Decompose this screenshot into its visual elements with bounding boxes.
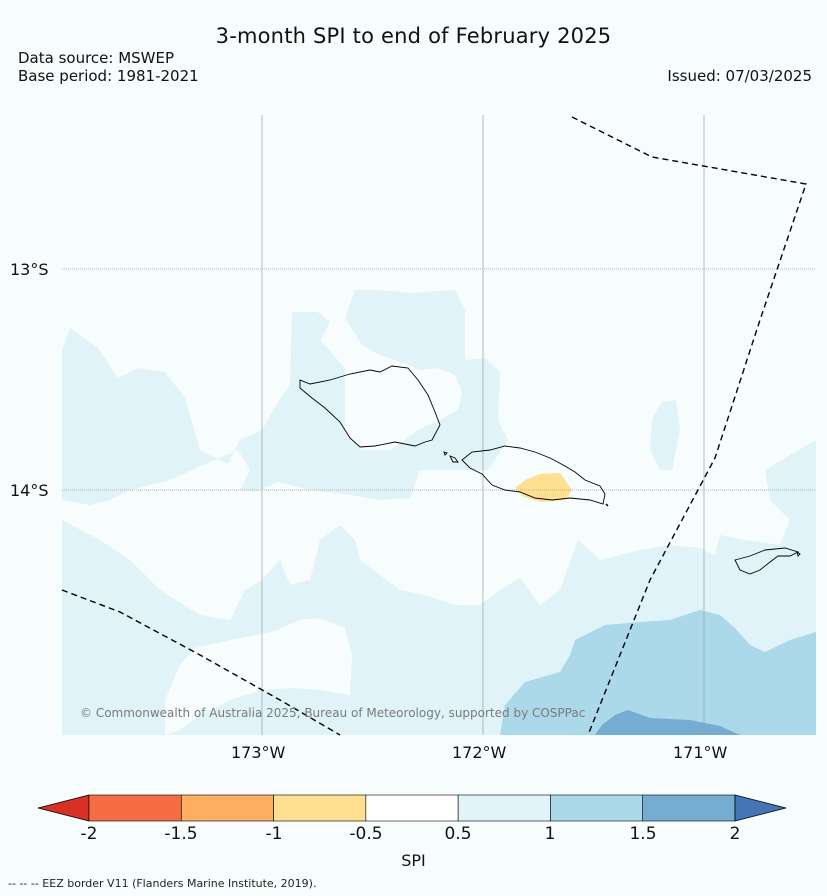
graticule (62, 115, 816, 735)
map-metadata: Data source: MSWEP Base period: 1981-202… (18, 49, 199, 85)
colorbar-tick-label: -0.5 (349, 824, 383, 844)
colorbar-tick-label: -1.5 (164, 824, 198, 844)
colorbar-bin (550, 794, 644, 822)
spi-region-pale-yellow (515, 473, 572, 502)
colorbar-tick-label: -1 (265, 824, 283, 844)
colorbar-underflow-triangle (37, 794, 90, 822)
island-apolima (443, 451, 448, 456)
data-source-text: Data source: MSWEP (18, 49, 175, 67)
eez-border (61, 116, 807, 736)
island-savaii (299, 365, 441, 448)
colorbar-bin (273, 794, 367, 822)
colorbar-axis-label: SPI (401, 851, 426, 870)
lon-label-172w: 172°W (452, 743, 507, 762)
eez-footnote: -- -- -- EEZ border V11 (Flanders Marine… (8, 877, 317, 890)
colorbar-bin (180, 794, 274, 822)
spi-region-near-normal-sw (165, 618, 352, 735)
coastlines (299, 365, 801, 575)
spi-region-light-blue-west (62, 290, 508, 505)
spi-region-mid-blue (500, 610, 816, 735)
lon-label-173w: 173°W (231, 743, 286, 762)
lon-label-171w: 171°W (673, 743, 728, 762)
map-title: 3-month SPI to end of February 2025 (215, 24, 612, 48)
colorbar-tick-label: 1.5 (629, 824, 657, 844)
lat-label-13s: 13°S (10, 260, 49, 279)
colorbar-bin (365, 794, 459, 822)
colorbar-overflow-triangle (734, 794, 787, 822)
island-upolu (461, 445, 606, 505)
eez-border-east (571, 116, 807, 736)
issued-date-text: Issued: 07/03/2025 (667, 67, 812, 85)
copyright-credit: © Commonwealth of Australia 2025, Bureau… (80, 706, 586, 720)
island-tutuila (734, 547, 800, 575)
colorbar-tick-label: 2 (729, 824, 741, 844)
island-small-dot (605, 503, 609, 507)
colorbar-bin (642, 794, 736, 822)
island-manono (449, 455, 459, 463)
lat-label-14s: 14°S (10, 481, 49, 500)
eez-border-west (61, 589, 341, 736)
colorbar (37, 794, 787, 822)
colorbar-bin (88, 794, 182, 822)
colorbar-bin (457, 794, 551, 822)
colorbar-tick-label: 1 (544, 824, 556, 844)
colorbar-tick-label: -2 (80, 824, 98, 844)
colorbar-bins (88, 794, 736, 822)
colorbar-tick-label: 0.5 (444, 824, 472, 844)
map-panel: 13°S 14°S 173°W 172°W 171°W (0, 110, 827, 762)
spi-region-light-blue-east-pocket (650, 400, 680, 470)
island-aunuu (796, 550, 801, 557)
spi-map (61, 115, 816, 736)
base-period-text: Base period: 1981-2021 (18, 67, 199, 85)
